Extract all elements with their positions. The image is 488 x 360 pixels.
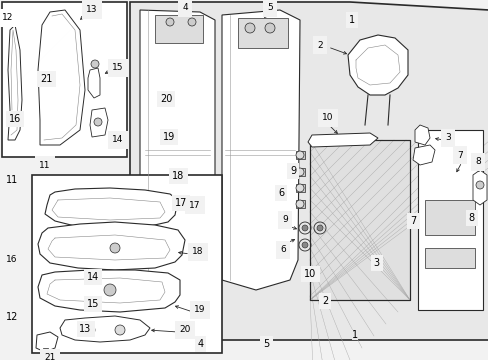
Circle shape xyxy=(94,118,102,126)
Text: 18: 18 xyxy=(192,248,203,256)
Polygon shape xyxy=(412,145,434,165)
Circle shape xyxy=(295,200,304,208)
Circle shape xyxy=(244,23,254,33)
Bar xyxy=(32,175,222,353)
Circle shape xyxy=(302,225,307,231)
Text: 15: 15 xyxy=(112,63,123,72)
Polygon shape xyxy=(295,184,305,192)
Polygon shape xyxy=(130,2,488,340)
Bar xyxy=(424,248,474,268)
Text: 2: 2 xyxy=(322,296,327,306)
Text: 7: 7 xyxy=(456,150,462,159)
Circle shape xyxy=(475,181,483,189)
Text: 14: 14 xyxy=(112,135,123,144)
Bar xyxy=(424,200,474,235)
Text: 6: 6 xyxy=(278,188,284,198)
Polygon shape xyxy=(90,108,108,137)
Circle shape xyxy=(302,242,307,248)
Text: 8: 8 xyxy=(468,213,474,223)
Text: 5: 5 xyxy=(263,339,269,349)
Text: 13: 13 xyxy=(86,5,98,14)
Text: 8: 8 xyxy=(474,158,480,166)
Text: 9: 9 xyxy=(290,166,296,176)
Text: 9: 9 xyxy=(282,216,287,225)
Circle shape xyxy=(110,243,120,253)
Circle shape xyxy=(165,18,174,26)
Polygon shape xyxy=(38,10,85,145)
Text: 1: 1 xyxy=(348,15,354,25)
Text: 19: 19 xyxy=(162,132,175,142)
Text: 17: 17 xyxy=(189,201,201,210)
Text: 18: 18 xyxy=(172,171,184,181)
Polygon shape xyxy=(295,200,305,208)
Polygon shape xyxy=(309,140,409,300)
Text: 19: 19 xyxy=(194,306,205,315)
Text: 4: 4 xyxy=(182,4,187,13)
Text: 4: 4 xyxy=(197,339,203,349)
Text: 21: 21 xyxy=(40,74,53,84)
Text: 3: 3 xyxy=(444,134,450,143)
Polygon shape xyxy=(307,133,377,147)
Polygon shape xyxy=(222,10,299,290)
Bar xyxy=(417,130,482,310)
Text: 11: 11 xyxy=(39,161,51,170)
Polygon shape xyxy=(88,68,100,98)
Text: 10: 10 xyxy=(304,269,316,279)
Polygon shape xyxy=(38,270,180,312)
Bar xyxy=(43,348,48,356)
Bar xyxy=(2,2,127,157)
Text: 16: 16 xyxy=(8,114,21,124)
Polygon shape xyxy=(45,188,178,228)
Text: 13: 13 xyxy=(79,324,92,334)
Text: 2: 2 xyxy=(317,40,322,49)
Bar xyxy=(238,18,287,48)
Polygon shape xyxy=(38,222,184,270)
Text: 21: 21 xyxy=(44,354,56,360)
Circle shape xyxy=(295,168,304,176)
Text: 17: 17 xyxy=(174,198,187,208)
Polygon shape xyxy=(8,25,22,140)
Circle shape xyxy=(187,18,196,26)
Polygon shape xyxy=(36,332,58,352)
Bar xyxy=(155,15,203,43)
Text: 16: 16 xyxy=(6,256,18,265)
Circle shape xyxy=(316,225,323,231)
Polygon shape xyxy=(472,170,486,205)
Text: 12: 12 xyxy=(6,312,19,322)
Text: 12: 12 xyxy=(2,13,14,22)
Polygon shape xyxy=(140,10,215,295)
Text: 6: 6 xyxy=(280,246,285,255)
Circle shape xyxy=(91,60,99,68)
Circle shape xyxy=(85,325,95,335)
Polygon shape xyxy=(414,125,429,145)
Text: 5: 5 xyxy=(266,4,272,13)
Text: 3: 3 xyxy=(373,258,379,268)
Text: 10: 10 xyxy=(322,113,333,122)
Circle shape xyxy=(115,325,125,335)
Polygon shape xyxy=(60,316,150,342)
Polygon shape xyxy=(347,35,407,95)
Text: 7: 7 xyxy=(409,216,415,226)
Text: 20: 20 xyxy=(160,94,172,104)
Circle shape xyxy=(264,23,274,33)
Text: 14: 14 xyxy=(86,272,99,282)
Polygon shape xyxy=(295,151,305,159)
Circle shape xyxy=(104,284,116,296)
Polygon shape xyxy=(295,168,305,176)
Circle shape xyxy=(295,184,304,192)
Circle shape xyxy=(295,151,304,159)
Text: 20: 20 xyxy=(179,325,190,334)
Text: 15: 15 xyxy=(86,299,99,309)
Bar xyxy=(309,140,409,300)
Text: 1: 1 xyxy=(351,330,357,340)
Text: 11: 11 xyxy=(6,175,19,185)
